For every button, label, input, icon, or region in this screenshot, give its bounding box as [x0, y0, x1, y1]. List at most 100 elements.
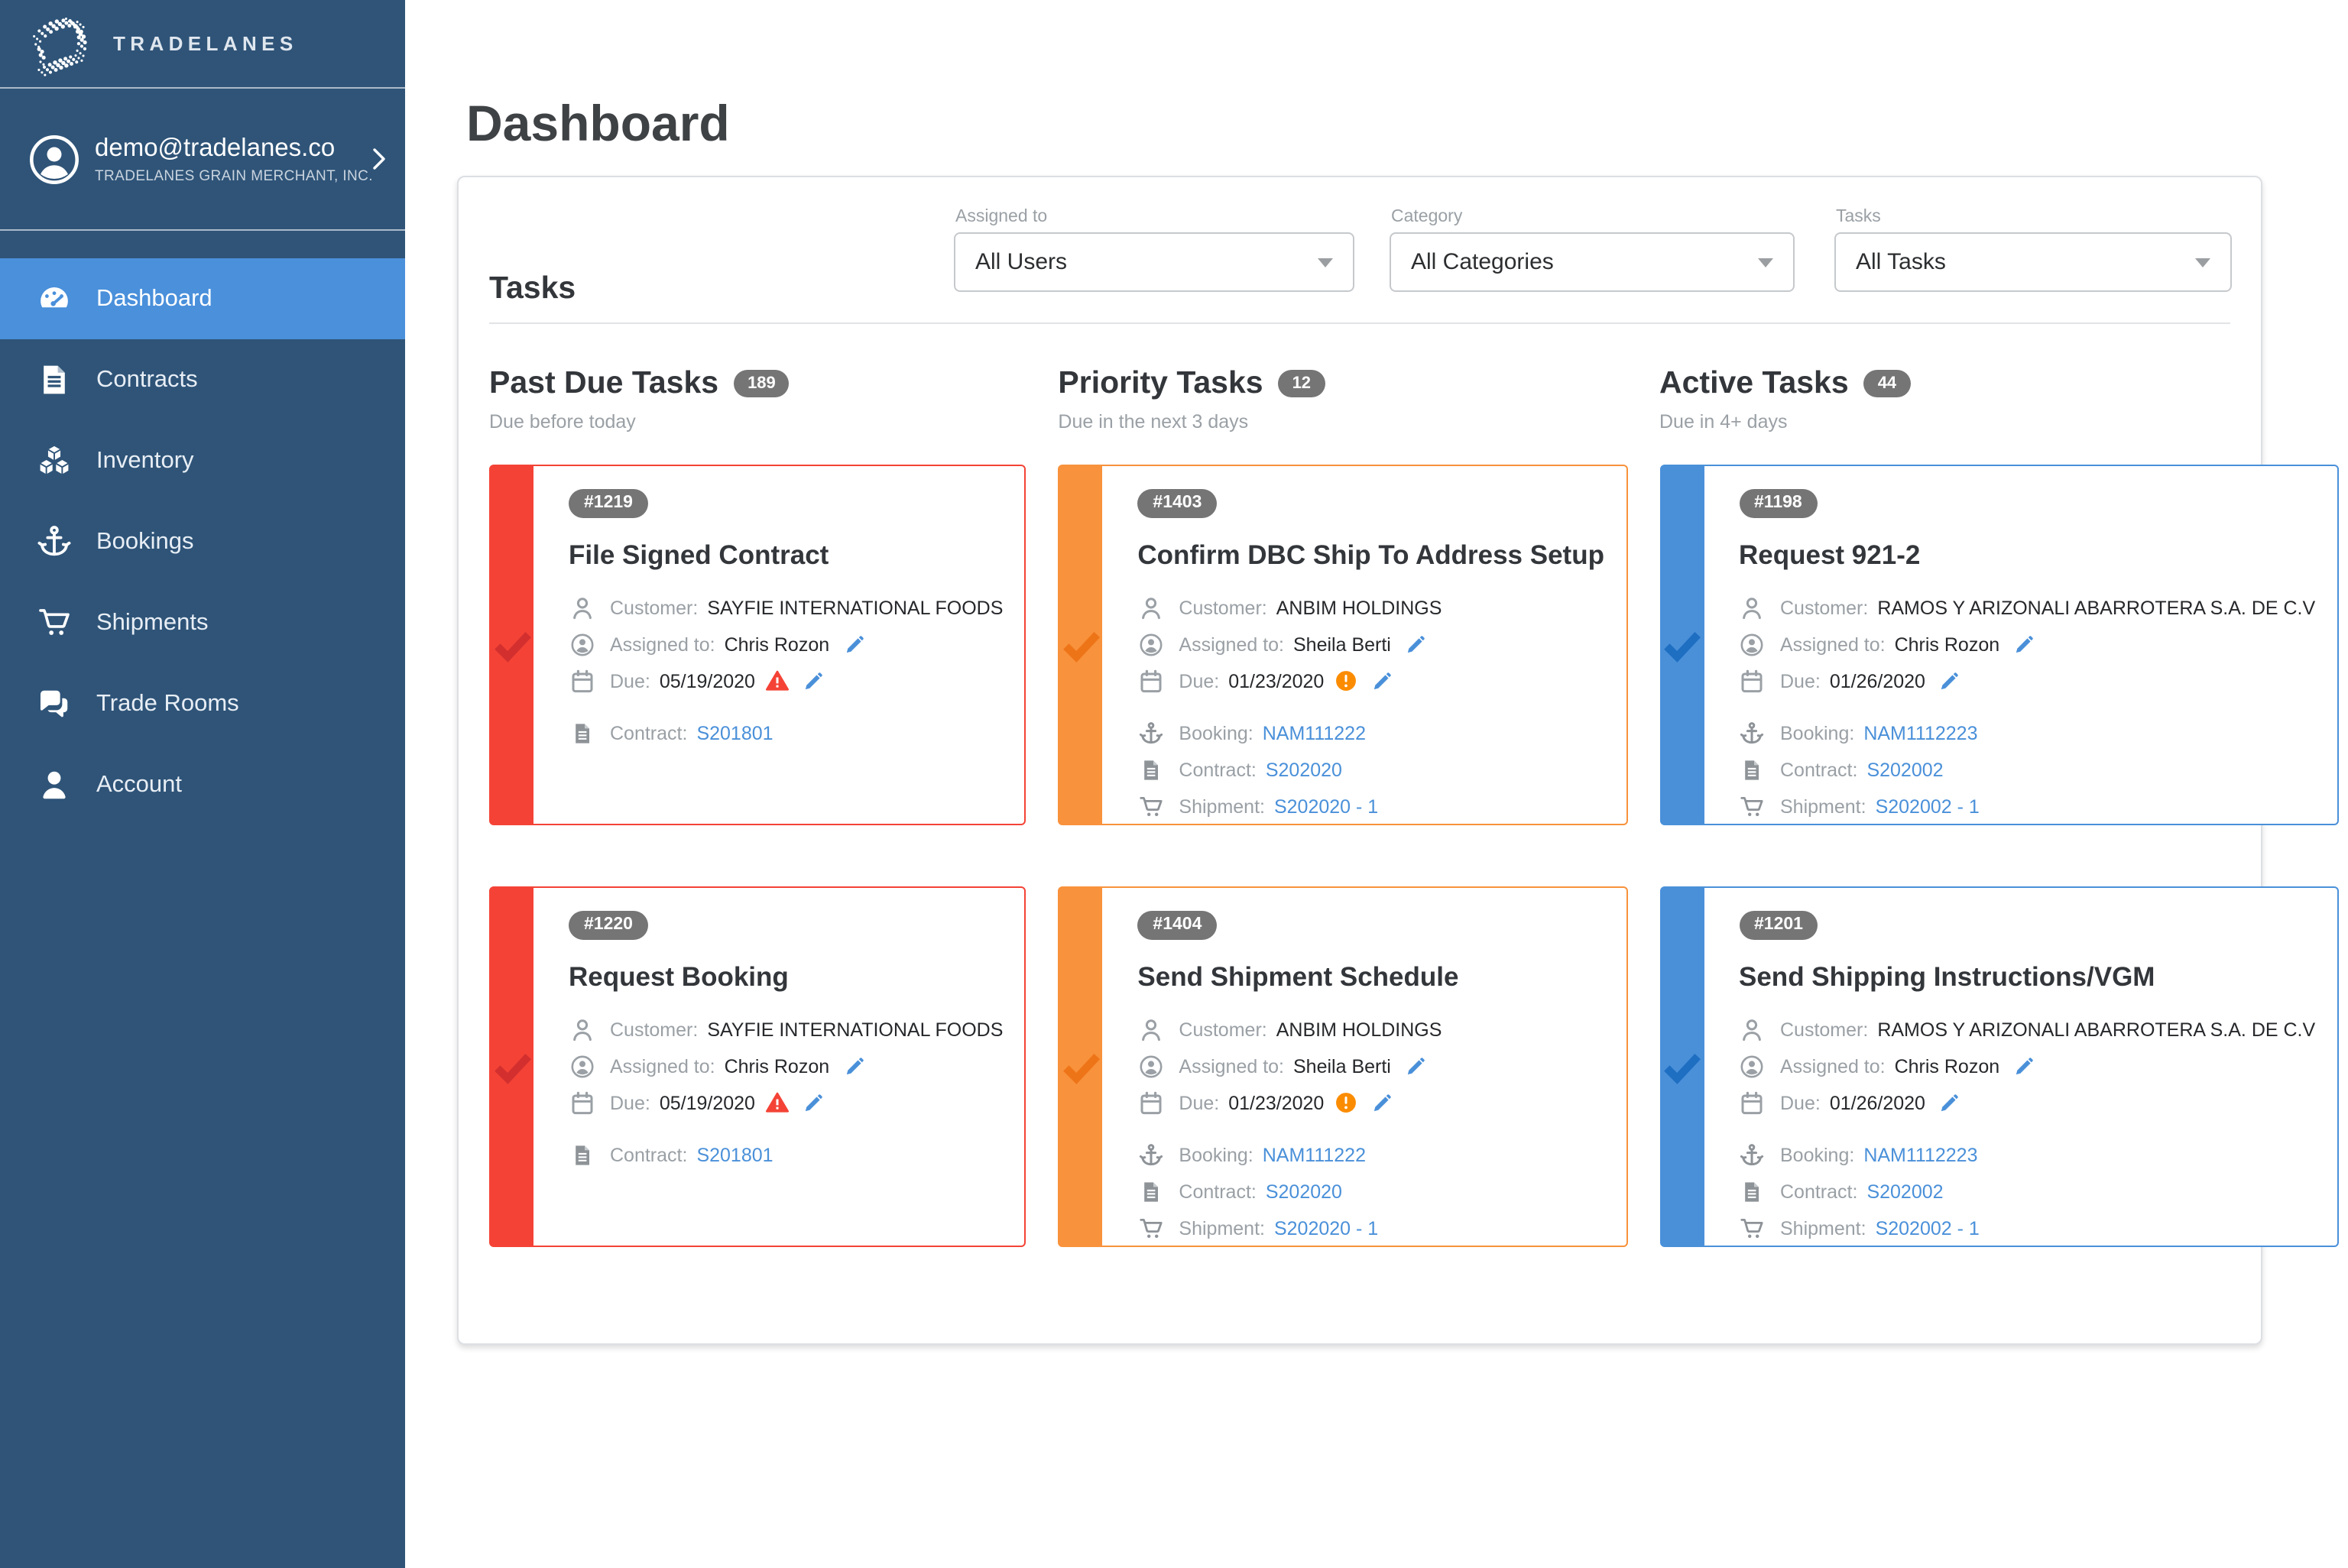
booking-link[interactable]: NAM111222: [1262, 1144, 1366, 1165]
task-card[interactable]: #1201 Send Shipping Instructions/VGM Cus…: [1659, 886, 2339, 1247]
tasks-select[interactable]: All Tasks: [1834, 232, 2232, 292]
user-account-row[interactable]: demo@tradelanes.co TRADELANES GRAIN MERC…: [0, 89, 405, 229]
task-links: Booking: NAM111222 Contract: S202020 Shi…: [1137, 714, 1604, 824]
user-avatar-icon: [30, 134, 79, 183]
task-complete-stripe[interactable]: [491, 466, 533, 824]
contract-link[interactable]: S202002: [1866, 1181, 1944, 1202]
edit-due-date-icon[interactable]: [1939, 1092, 1960, 1113]
edit-due-date-icon[interactable]: [1371, 670, 1393, 692]
dropdown-caret-icon: [2195, 258, 2210, 267]
customer-row: Customer: ANBIM HOLDINGS: [1137, 1011, 1604, 1048]
sidebar: TRADELANES demo@tradelanes.co TRADELANES…: [0, 0, 405, 1568]
task-links: Booking: NAM1112223 Contract: S202002 Sh…: [1739, 714, 2315, 824]
task-count-badge: 44: [1863, 370, 1911, 397]
anchor-icon: [1137, 1142, 1163, 1168]
tasks-panel-heading: Tasks: [489, 271, 576, 306]
task-card[interactable]: #1219 File Signed Contract Customer: SAY…: [489, 465, 1026, 825]
due-row: Due: 01/23/2020: [1137, 663, 1604, 699]
sidebar-divider: [0, 87, 405, 89]
task-complete-stripe[interactable]: [1059, 466, 1103, 824]
contract-link[interactable]: S202002: [1866, 759, 1944, 780]
cart-icon: [1137, 1215, 1163, 1241]
overdue-warning-icon: [765, 1091, 789, 1114]
shipment-row: Shipment: S202002 - 1: [1739, 788, 2315, 824]
column-title: Active Tasks: [1659, 365, 1849, 400]
filter-label: Assigned to: [955, 208, 1048, 226]
booking-row: Booking: NAM1112223: [1739, 714, 2315, 751]
contract-row: Contract: S202002: [1739, 1173, 2315, 1210]
due-row: Due: 05/19/2020: [569, 1084, 1003, 1121]
task-card[interactable]: #1403 Confirm DBC Ship To Address Setup …: [1058, 465, 1627, 825]
check-icon: [1662, 1048, 1703, 1086]
tasks-panel: Tasks Assigned to All Users Category All…: [457, 176, 2339, 1345]
contract-link[interactable]: S201801: [696, 1144, 773, 1165]
customer-row: Customer: RAMOS Y ARIZONALI ABARROTERA S…: [1739, 589, 2315, 626]
edit-assignee-icon[interactable]: [2013, 1055, 2035, 1077]
edit-due-date-icon[interactable]: [1371, 1092, 1393, 1113]
booking-link[interactable]: NAM1112223: [1863, 1144, 1978, 1165]
task-id-badge: #1220: [569, 910, 648, 939]
person-icon: [569, 1016, 595, 1042]
shipment-link[interactable]: S202020 - 1: [1273, 1217, 1379, 1239]
task-card-body: #1404 Send Shipment Schedule Customer: A…: [1102, 888, 1626, 1246]
person-icon: [1739, 1016, 1765, 1042]
shipment-link[interactable]: S202002 - 1: [1875, 795, 1980, 817]
contract-link[interactable]: S202020: [1265, 1181, 1342, 1202]
shipment-row: Shipment: S202002 - 1: [1739, 1210, 2315, 1246]
sidebar-item-dashboard[interactable]: Dashboard: [0, 258, 405, 339]
document-icon: [569, 1142, 595, 1168]
edit-due-date-icon[interactable]: [803, 670, 824, 692]
task-card-body: #1403 Confirm DBC Ship To Address Setup …: [1102, 466, 1626, 824]
assigned-to-select[interactable]: All Users: [954, 232, 1354, 292]
task-card[interactable]: #1198 Request 921-2 Customer: RAMOS Y AR…: [1659, 465, 2339, 825]
task-complete-stripe[interactable]: [1661, 466, 1704, 824]
booking-row: Booking: NAM111222: [1137, 1136, 1604, 1173]
booking-link[interactable]: NAM1112223: [1863, 722, 1978, 744]
edit-due-date-icon[interactable]: [803, 1092, 824, 1113]
edit-assignee-icon[interactable]: [843, 1055, 864, 1077]
column-subtitle: Due in 4+ days: [1659, 411, 1788, 432]
dropdown-caret-icon: [1318, 258, 1333, 267]
sidebar-item-contracts[interactable]: Contracts: [0, 339, 405, 420]
task-complete-stripe[interactable]: [1661, 888, 1704, 1246]
edit-assignee-icon[interactable]: [2013, 633, 2035, 655]
column-cards: #1219 File Signed Contract Customer: SAY…: [489, 465, 1026, 1247]
shipment-link[interactable]: S202020 - 1: [1273, 795, 1379, 817]
task-card[interactable]: #1404 Send Shipment Schedule Customer: A…: [1058, 886, 1627, 1247]
contract-row: Contract: S201801: [569, 714, 1003, 751]
task-links: Booking: NAM111222 Contract: S202020 Shi…: [1137, 1136, 1604, 1246]
sidebar-item-account[interactable]: Account: [0, 744, 405, 825]
edit-assignee-icon[interactable]: [1405, 633, 1426, 655]
contract-row: Contract: S201801: [569, 1136, 1003, 1173]
contract-link[interactable]: S202020: [1265, 759, 1342, 780]
tradelanes-logo[interactable]: TRADELANES: [0, 0, 405, 87]
task-card[interactable]: #1220 Request Booking Customer: SAYFIE I…: [489, 886, 1026, 1247]
edit-assignee-icon[interactable]: [843, 633, 864, 655]
booking-link[interactable]: NAM111222: [1262, 722, 1366, 744]
category-select[interactable]: All Categories: [1390, 232, 1795, 292]
sidebar-item-bookings[interactable]: Bookings: [0, 501, 405, 582]
shipment-link[interactable]: S202002 - 1: [1875, 1217, 1980, 1239]
assigned-row: Assigned to: Chris Rozon: [569, 1048, 1003, 1084]
filter-label: Tasks: [1836, 208, 1881, 226]
contract-row: Contract: S202020: [1137, 1173, 1604, 1210]
task-complete-stripe[interactable]: [491, 888, 533, 1246]
account-icon: [35, 766, 72, 803]
document-icon: [1739, 756, 1765, 782]
task-title: Send Shipment Schedule: [1137, 961, 1459, 991]
check-icon: [1060, 1048, 1101, 1086]
filter-label: Category: [1391, 208, 1463, 226]
filter-category: Category All Categories: [1390, 208, 1795, 292]
edit-due-date-icon[interactable]: [1939, 670, 1960, 692]
sidebar-item-inventory[interactable]: Inventory: [0, 420, 405, 501]
edit-assignee-icon[interactable]: [1405, 1055, 1426, 1077]
task-complete-stripe[interactable]: [1059, 888, 1103, 1246]
sidebar-divider: [0, 229, 405, 231]
filter-assigned-to: Assigned to All Users: [954, 208, 1354, 292]
contract-link[interactable]: S201801: [696, 722, 773, 744]
sidebar-item-trade-rooms[interactable]: Trade Rooms: [0, 663, 405, 744]
sidebar-item-shipments[interactable]: Shipments: [0, 582, 405, 663]
contracts-icon: [35, 361, 72, 398]
due-soon-warning-icon: [1335, 669, 1357, 692]
contract-row: Contract: S202020: [1137, 751, 1604, 788]
